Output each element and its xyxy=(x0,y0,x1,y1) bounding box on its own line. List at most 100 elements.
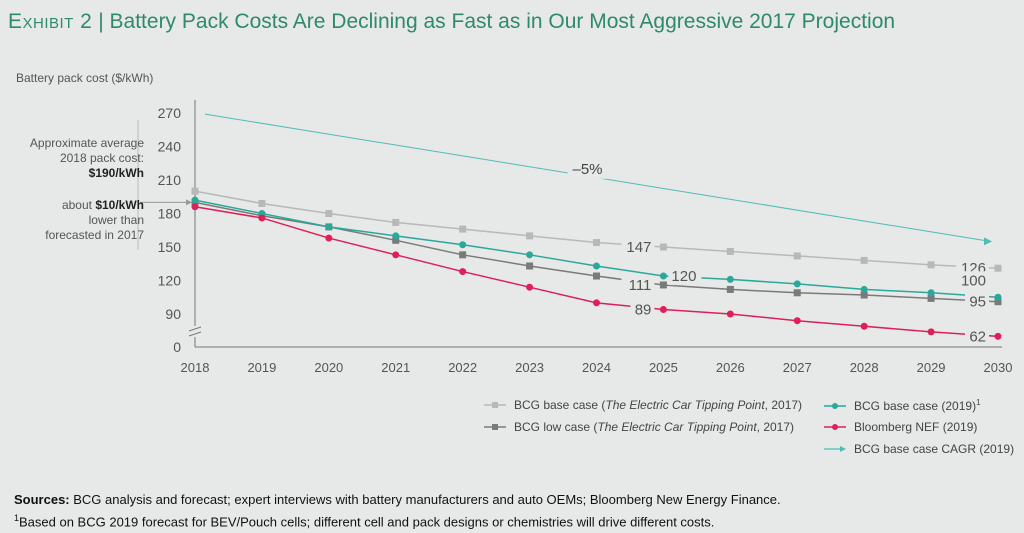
series-point-3 xyxy=(526,283,534,291)
data-label-bg xyxy=(956,271,989,290)
legend-label-italic: The Electric Car Tipping Point xyxy=(597,420,757,434)
series-point-2 xyxy=(860,285,868,293)
y-axis-label: Battery pack cost ($/kWh) xyxy=(16,71,153,85)
legend-swatch-bcg-base-2017 xyxy=(484,402,506,408)
legend-label: BCG base case (2019) xyxy=(854,399,977,413)
sources-label: Sources: xyxy=(14,492,70,507)
sources-text: BCG analysis and forecast; expert interv… xyxy=(69,492,781,507)
series-point-2 xyxy=(526,251,534,259)
series-group xyxy=(191,187,1002,340)
x-tick-label: 2022 xyxy=(448,360,477,375)
title-separator: | xyxy=(98,10,104,33)
y-tick-label: 0 xyxy=(173,339,181,355)
series-point-3 xyxy=(459,268,467,276)
x-tick-label: 2026 xyxy=(716,360,745,375)
series-point-0 xyxy=(860,256,868,264)
series-point-2 xyxy=(459,241,467,249)
series-point-2 xyxy=(593,262,600,270)
y-tick-label: 240 xyxy=(158,139,182,155)
series-point-3 xyxy=(860,322,868,330)
series-point-3 xyxy=(593,299,600,307)
x-tick-label: 2028 xyxy=(850,360,879,375)
annotation-line2: 2018 pack cost: xyxy=(59,151,144,165)
data-label-bg xyxy=(965,292,989,311)
legend-label-post: , 2017) xyxy=(756,420,795,434)
legend-swatch-bcg-base-2019 xyxy=(824,402,846,409)
series-line-2 xyxy=(194,199,999,298)
x-tick-label: 2020 xyxy=(314,360,343,375)
legend-item-cagr-2019: BCG base case CAGR (2019) xyxy=(824,442,1014,456)
pack-cost-delta-annotation: about $10/kWh lower than forecasted in 2… xyxy=(4,198,144,243)
legend-swatch-bcg-low-2017 xyxy=(484,424,506,430)
annotation-arrow-head xyxy=(186,199,192,206)
annotation-line4: lower than xyxy=(88,213,144,227)
series-point-1 xyxy=(593,272,600,280)
annotation-line3-pre: about xyxy=(61,198,96,212)
series-point-2 xyxy=(325,223,333,231)
legend-item-bcg-base-2019: BCG base case (2019)1 xyxy=(824,398,981,413)
legend-swatch-cagr-2019 xyxy=(824,446,846,452)
pack-cost-annotation: Approximate average 2018 pack cost: $190… xyxy=(4,136,144,181)
series-point-1 xyxy=(994,298,1002,306)
y-tick-label: 270 xyxy=(158,105,182,121)
chart-title: Exhibit 2 | Battery Pack Costs Are Decli… xyxy=(8,10,895,34)
legend-label-pre: BCG base case ( xyxy=(514,398,606,412)
data-label: 111 xyxy=(629,277,652,294)
x-tick-label: 2019 xyxy=(247,360,276,375)
series-point-0 xyxy=(258,199,266,207)
x-tick-label: 2023 xyxy=(515,360,544,375)
exhibit-label: Exhibit 2 xyxy=(8,10,93,33)
data-label-bg xyxy=(621,275,655,294)
legend-label-post: , 2017) xyxy=(764,398,803,412)
series-point-1 xyxy=(659,281,667,289)
series-point-0 xyxy=(392,218,400,226)
cagr-arrow-head xyxy=(984,237,992,246)
footnote-mark: 1 xyxy=(14,513,20,523)
legend-item-bnef-2019: Bloomberg NEF (2019) xyxy=(824,420,977,434)
legend-label: Bloomberg NEF (2019) xyxy=(854,420,978,434)
series-point-3 xyxy=(191,203,199,211)
data-label-bg xyxy=(965,327,989,346)
y-tick-label: 120 xyxy=(158,273,182,289)
data-label: 100 xyxy=(961,272,986,289)
y-tick-label: 150 xyxy=(158,239,182,255)
series-point-1 xyxy=(860,291,868,299)
annotation-line3-bold: $10/kWh xyxy=(95,198,144,212)
footnote-line: 1Based on BCG 2019 forecast for BEV/Pouc… xyxy=(14,509,781,531)
series-point-2 xyxy=(191,196,199,204)
series-point-3 xyxy=(392,251,400,259)
series-point-3 xyxy=(726,310,734,318)
series-point-1 xyxy=(927,294,935,302)
data-label: 147 xyxy=(626,239,651,256)
series-point-0 xyxy=(325,210,333,217)
series-point-0 xyxy=(726,247,734,255)
footnote-text: Based on BCG 2019 forecast for BEV/Pouch… xyxy=(19,514,715,530)
series-point-3 xyxy=(325,234,333,242)
annotation-value: $190/kWh xyxy=(88,166,144,180)
y-tick-label: 90 xyxy=(165,306,181,322)
series-line-1 xyxy=(194,201,999,303)
series-point-3 xyxy=(659,306,667,314)
series-point-2 xyxy=(994,293,1002,301)
series-point-1 xyxy=(726,285,734,293)
legend-label: BCG base case CAGR (2019) xyxy=(854,442,1015,456)
axes: 0 90 120 150 180 210 240 270 2018 2019 2020 2021 202… xyxy=(137,100,1012,375)
title-text: Battery Pack Costs Are Declining as Fast… xyxy=(109,10,896,33)
data-label: 62 xyxy=(969,328,986,345)
x-tick-label: 2024 xyxy=(582,360,611,375)
series-point-3 xyxy=(994,332,1002,340)
annotation-line5: forecasted in 2017 xyxy=(45,228,144,242)
data-label-bg xyxy=(621,238,655,256)
cagr-label-bg xyxy=(567,158,608,179)
legend-item-bcg-low-2017: BCG low case (The Electric Car Tipping P… xyxy=(484,420,794,434)
data-label: 89 xyxy=(635,302,652,319)
series-point-1 xyxy=(793,289,801,297)
annotation-line1: Approximate average xyxy=(29,136,144,150)
y-axis-break-mark xyxy=(188,326,202,332)
series-point-2 xyxy=(927,289,935,297)
series-point-2 xyxy=(392,232,400,240)
series-point-0 xyxy=(459,225,467,233)
legend-label-pre: BCG low case ( xyxy=(514,420,598,434)
